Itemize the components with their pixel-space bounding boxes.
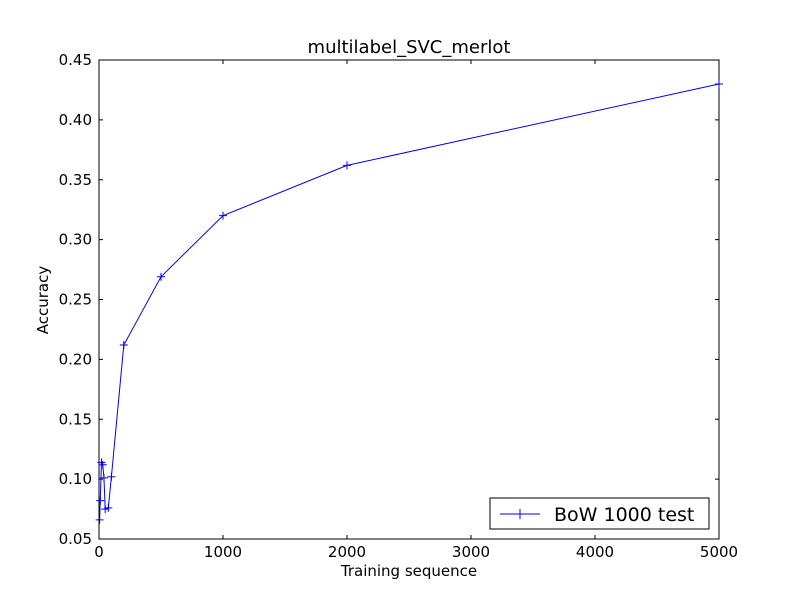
y-tick-label: 0.20: [59, 350, 92, 368]
chart-title: multilabel_SVC_merlot: [308, 37, 511, 58]
x-tick-label: 5000: [700, 543, 738, 561]
x-tick-label: 4000: [576, 543, 614, 561]
data-point: [96, 496, 105, 505]
x-tick-label: 1000: [204, 543, 242, 561]
x-tick-label: 3000: [452, 543, 490, 561]
y-tick-label: 0.35: [59, 171, 92, 189]
data-point: [119, 341, 128, 350]
y-tick-label: 0.40: [59, 111, 92, 129]
y-tick-label: 0.05: [59, 530, 92, 548]
y-axis-label: Accuracy: [34, 266, 52, 335]
legend-series-marker: [515, 509, 525, 519]
plot-area: 0 1000 2000 3000 4000 5000 0.05 0.10 0.15 0.20 0.2…: [59, 51, 739, 561]
y-tick-label: 0.10: [59, 470, 92, 488]
legend-series-label: BoW 1000 test: [554, 504, 694, 526]
data-point: [715, 79, 723, 88]
data-point: [219, 211, 227, 220]
y-tick-label: 0.45: [59, 51, 92, 69]
x-tick-label: 2000: [328, 543, 366, 561]
data-point: [157, 272, 165, 281]
data-point: [104, 503, 113, 512]
data-point: [98, 460, 107, 469]
data-point: [99, 473, 108, 482]
data-point: [95, 515, 104, 524]
x-tick-label: 0: [94, 543, 104, 561]
y-tick-label: 0.15: [59, 410, 92, 428]
data-point: [107, 472, 116, 481]
data-point: [343, 161, 351, 170]
legend: BoW 1000 test: [489, 497, 710, 530]
plot-frame: [98, 59, 720, 540]
x-axis-label: Training sequence: [340, 562, 477, 580]
y-tick-label: 0.30: [59, 231, 92, 249]
y-tick-label: 0.25: [59, 291, 92, 309]
